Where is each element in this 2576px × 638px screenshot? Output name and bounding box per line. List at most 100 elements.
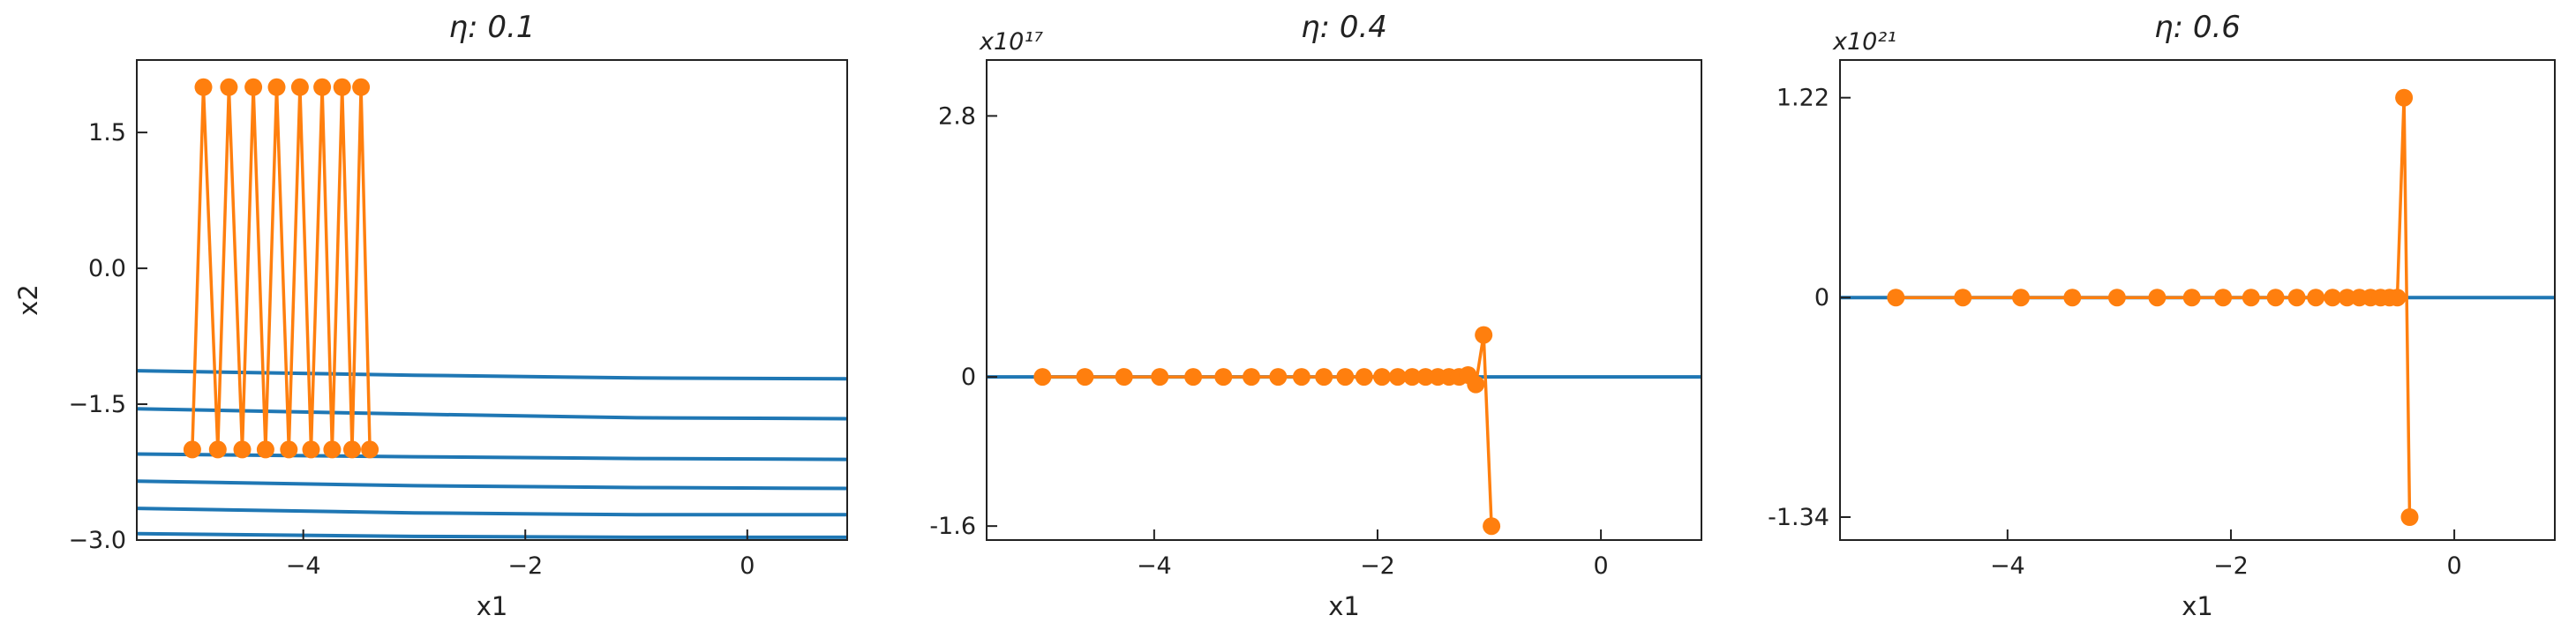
trajectory-point	[1403, 368, 1422, 387]
trajectory-point	[2063, 289, 2082, 307]
trajectory-point	[323, 440, 342, 459]
trajectory-point	[1336, 368, 1355, 387]
trajectory-point	[2388, 289, 2407, 307]
trajectory-point	[208, 440, 227, 459]
chart-title: η: 0.1	[449, 10, 536, 45]
trajectory-point	[1887, 289, 1905, 307]
trajectory-point	[233, 440, 252, 459]
trajectory-point	[352, 78, 371, 96]
trajectory-point	[2242, 289, 2260, 307]
x-tick-label: −4	[286, 552, 321, 580]
trajectory-point	[302, 440, 320, 459]
y-axis-multiplier: x10²¹	[1832, 28, 1896, 56]
trajectory-point	[280, 440, 298, 459]
y-tick-label: -1.34	[1768, 504, 1829, 531]
trajectory-point	[333, 78, 351, 96]
x-tick-label: −4	[1990, 552, 2025, 580]
trajectory-point	[256, 440, 274, 459]
trajectory-point	[313, 78, 332, 96]
y-axis-label: x2	[13, 284, 43, 316]
contour-line-1	[137, 369, 847, 381]
trajectory-point	[290, 78, 309, 96]
trajectory-point	[2266, 289, 2285, 307]
x-tick-label: −2	[1360, 552, 1395, 580]
trajectory-point	[1416, 368, 1435, 387]
trajectory-point	[1243, 368, 1260, 387]
trajectory-point	[220, 78, 238, 96]
trajectory-point	[1475, 326, 1493, 344]
x-axis-label: x1	[2182, 591, 2213, 621]
trajectory-point	[2287, 289, 2306, 307]
trajectory-point	[194, 78, 213, 96]
trajectory-point	[183, 440, 201, 459]
trajectory-point	[1214, 368, 1233, 387]
trajectory-point	[2324, 289, 2342, 307]
trajectory-point	[1315, 368, 1333, 387]
trajectory-line	[191, 86, 372, 452]
trajectory-point	[244, 78, 263, 96]
trajectory-point	[1076, 368, 1094, 387]
chart-panel-1: −4 −2 0 1.5 0.0 −1.5 −3.0 η: 0.1 x1 x2	[13, 10, 848, 621]
y-tick-label: 1.5	[88, 119, 126, 146]
trajectory-point	[1151, 368, 1169, 387]
trajectory-point	[1467, 375, 1485, 394]
contour-line-3	[137, 452, 847, 462]
chart-panel-3: −4 −2 0 1.22 0 -1.34 η: 0.6 x10²¹ x1	[1768, 10, 2556, 621]
x-tick-label: 0	[2447, 552, 2462, 580]
plot-area	[137, 78, 847, 539]
x-tick-label: −2	[2213, 552, 2249, 580]
trajectory-point	[1483, 517, 1501, 536]
trajectory-point	[1115, 368, 1133, 387]
chart-panel-2: −4 −2 0 2.8 0 -1.6 η: 0.4 x10¹⁷ x1	[929, 10, 1702, 621]
axes-frame	[136, 59, 848, 541]
trajectory-point	[2307, 289, 2325, 307]
trajectory-point	[1954, 289, 1972, 307]
trajectory-point	[267, 78, 286, 96]
y-tick-label: 2.8	[938, 102, 976, 130]
trajectory-point	[2012, 289, 2030, 307]
plot-area	[1840, 88, 2555, 526]
y-tick-label: −1.5	[68, 391, 126, 418]
y-tick-label: 0	[961, 364, 976, 391]
trajectory-point	[1292, 368, 1311, 387]
x-tick-label: −2	[507, 552, 543, 580]
trajectory-point	[343, 440, 361, 459]
trajectory-point	[1184, 368, 1203, 387]
trajectory-point	[2338, 289, 2356, 307]
y-tick-label: -1.6	[929, 513, 976, 540]
x-axis-label: x1	[477, 591, 508, 621]
chart-title: η: 0.4	[1301, 10, 1387, 45]
y-tick-label: 0	[1814, 284, 1829, 311]
plot-area	[987, 326, 1701, 536]
trajectory-point	[2400, 508, 2419, 526]
x-tick-label: 0	[1594, 552, 1609, 580]
y-axis-multiplier: x10¹⁷	[979, 28, 1043, 56]
x-axis-label: x1	[1328, 591, 1360, 621]
trajectory-point	[1388, 368, 1407, 387]
trajectory-line	[1042, 333, 1493, 527]
y-tick-label: 1.22	[1776, 85, 1829, 112]
x-tick-label: 0	[740, 552, 755, 580]
trajectory-point	[2148, 289, 2167, 307]
trajectory-point	[2395, 88, 2414, 107]
contour-line-6	[137, 531, 847, 539]
contour-line-4	[137, 479, 847, 491]
trajectory-point	[1355, 368, 1373, 387]
trajectory-point	[361, 440, 379, 459]
trajectory-point	[1373, 368, 1391, 387]
trajectory-point	[1269, 368, 1288, 387]
trajectory-point	[1033, 368, 1052, 387]
trajectory-point	[2107, 289, 2126, 307]
chart-title: η: 0.6	[2154, 10, 2241, 45]
trajectory-point	[2214, 289, 2233, 307]
trajectory-point	[2182, 289, 2201, 307]
axes-frame	[1839, 59, 2556, 541]
y-tick-label: 0.0	[88, 255, 126, 282]
contour-line-2	[137, 407, 847, 421]
trajectory-line	[1896, 95, 2412, 518]
y-tick-label: −3.0	[68, 527, 126, 554]
x-tick-label: −4	[1137, 552, 1172, 580]
axes-frame	[986, 59, 1702, 541]
